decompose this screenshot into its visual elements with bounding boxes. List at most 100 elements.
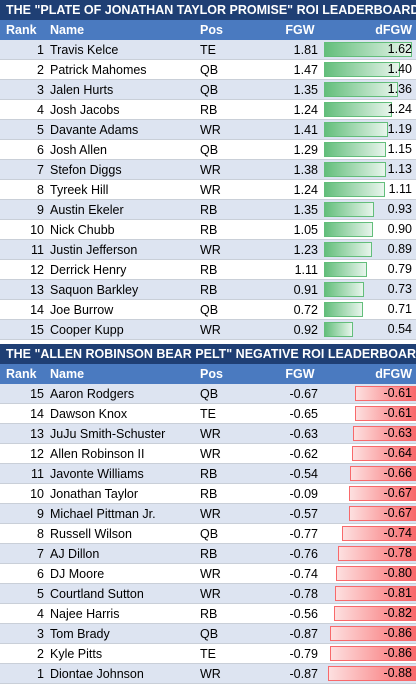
column-header-row: Rank Name Pos FGW dFGW xyxy=(0,364,416,384)
dfgw-cell: 1.15 xyxy=(324,140,416,159)
table-row[interactable]: 14 Dawson Knox TE -0.65 -0.61 xyxy=(0,404,416,424)
data-bar xyxy=(324,282,364,297)
rank-cell: 4 xyxy=(37,102,44,117)
dfgw-cell: 1.36 xyxy=(324,80,416,99)
table-row[interactable]: 3 Tom Brady QB -0.87 -0.86 xyxy=(0,624,416,644)
header-dfgw[interactable]: dFGW xyxy=(375,367,412,381)
position-cell: RB xyxy=(200,606,218,621)
table-row[interactable]: 11 Justin Jefferson WR 1.23 0.89 xyxy=(0,240,416,260)
dfgw-value: 1.15 xyxy=(387,142,412,156)
rank-cell: 12 xyxy=(30,446,44,461)
position-cell: TE xyxy=(200,646,216,661)
table-row[interactable]: 5 Davante Adams WR 1.41 1.19 xyxy=(0,120,416,140)
table-row[interactable]: 2 Patrick Mahomes QB 1.47 1.40 xyxy=(0,60,416,80)
table-row[interactable]: 12 Derrick Henry RB 1.11 0.79 xyxy=(0,260,416,280)
fgw-cell: 0.91 xyxy=(293,282,318,297)
table-row[interactable]: 10 Jonathan Taylor RB -0.09 -0.67 xyxy=(0,484,416,504)
header-name[interactable]: Name xyxy=(50,367,85,381)
player-name-cell: AJ Dillon xyxy=(50,546,100,561)
fgw-cell: -0.54 xyxy=(289,466,319,481)
table-row[interactable]: 5 Courtland Sutton WR -0.78 -0.81 xyxy=(0,584,416,604)
rank-cell: 13 xyxy=(30,426,44,441)
table-row[interactable]: 15 Aaron Rodgers QB -0.67 -0.61 xyxy=(0,384,416,404)
dfgw-value: -0.67 xyxy=(383,506,413,520)
dfgw-value: -0.63 xyxy=(383,426,413,440)
table-row[interactable]: 3 Jalen Hurts QB 1.35 1.36 xyxy=(0,80,416,100)
rank-cell: 2 xyxy=(37,646,44,661)
dfgw-cell: 0.93 xyxy=(324,200,416,219)
data-bar xyxy=(324,202,374,217)
table-row[interactable]: 6 DJ Moore WR -0.74 -0.80 xyxy=(0,564,416,584)
position-cell: QB xyxy=(200,302,219,317)
table-row[interactable]: 7 AJ Dillon RB -0.76 -0.78 xyxy=(0,544,416,564)
fgw-cell: -0.62 xyxy=(289,446,319,461)
dfgw-value: -0.78 xyxy=(383,546,413,560)
dfgw-value: 0.73 xyxy=(387,282,412,296)
header-name[interactable]: Name xyxy=(50,23,85,37)
fgw-cell: -0.74 xyxy=(289,566,319,581)
header-pos[interactable]: Pos xyxy=(200,23,223,37)
fgw-cell: -0.79 xyxy=(289,646,319,661)
position-cell: QB xyxy=(200,386,219,401)
position-cell: TE xyxy=(200,406,216,421)
table-row[interactable]: 12 Allen Robinson II WR -0.62 -0.64 xyxy=(0,444,416,464)
dfgw-value: 0.71 xyxy=(387,302,412,316)
rank-cell: 15 xyxy=(30,386,44,401)
header-fgw[interactable]: FGW xyxy=(285,23,315,37)
player-name-cell: Michael Pittman Jr. xyxy=(50,506,156,521)
player-name-cell: Saquon Barkley xyxy=(50,282,139,297)
table-row[interactable]: 2 Kyle Pitts TE -0.79 -0.86 xyxy=(0,644,416,664)
fgw-cell: 0.72 xyxy=(293,302,318,317)
table-row[interactable]: 9 Austin Ekeler RB 1.35 0.93 xyxy=(0,200,416,220)
dfgw-cell: 0.73 xyxy=(324,280,416,299)
data-bar xyxy=(324,122,388,137)
dfgw-value: 0.54 xyxy=(387,322,412,336)
header-rank[interactable]: Rank xyxy=(6,23,37,37)
table-row[interactable]: 11 Javonte Williams RB -0.54 -0.66 xyxy=(0,464,416,484)
dfgw-cell: -0.82 xyxy=(324,604,416,623)
leaderboard-section: THE "ALLEN ROBINSON BEAR PELT" NEGATIVE … xyxy=(0,344,416,684)
rank-cell: 10 xyxy=(30,222,44,237)
dfgw-cell: 0.71 xyxy=(324,300,416,319)
table-row[interactable]: 9 Michael Pittman Jr. WR -0.57 -0.67 xyxy=(0,504,416,524)
table-row[interactable]: 8 Tyreek Hill WR 1.24 1.11 xyxy=(0,180,416,200)
player-name-cell: DJ Moore xyxy=(50,566,105,581)
fgw-cell: 1.81 xyxy=(293,42,318,57)
position-cell: QB xyxy=(200,626,219,641)
dfgw-value: -0.61 xyxy=(383,386,413,400)
dfgw-value: 0.79 xyxy=(387,262,412,276)
rank-cell: 14 xyxy=(30,406,44,421)
table-row[interactable]: 13 Saquon Barkley RB 0.91 0.73 xyxy=(0,280,416,300)
table-row[interactable]: 4 Josh Jacobs RB 1.24 1.24 xyxy=(0,100,416,120)
table-row[interactable]: 13 JuJu Smith-Schuster WR -0.63 -0.63 xyxy=(0,424,416,444)
fgw-cell: 1.11 xyxy=(294,262,318,277)
position-cell: WR xyxy=(200,322,221,337)
table-row[interactable]: 15 Cooper Kupp WR 0.92 0.54 xyxy=(0,320,416,340)
rank-cell: 15 xyxy=(30,322,44,337)
table-row[interactable]: 10 Nick Chubb RB 1.05 0.90 xyxy=(0,220,416,240)
dfgw-cell: -0.86 xyxy=(324,624,416,643)
table-row[interactable]: 6 Josh Allen QB 1.29 1.15 xyxy=(0,140,416,160)
table-row[interactable]: 8 Russell Wilson QB -0.77 -0.74 xyxy=(0,524,416,544)
header-dfgw[interactable]: dFGW xyxy=(375,23,412,37)
fgw-cell: 1.41 xyxy=(293,122,318,137)
player-name-cell: Jonathan Taylor xyxy=(50,486,139,501)
table-row[interactable]: 1 Travis Kelce TE 1.81 1.62 xyxy=(0,40,416,60)
rank-cell: 13 xyxy=(30,282,44,297)
header-rank[interactable]: Rank xyxy=(6,367,37,381)
data-bar xyxy=(324,82,398,97)
table-row[interactable]: 7 Stefon Diggs WR 1.38 1.13 xyxy=(0,160,416,180)
dfgw-cell: -0.67 xyxy=(324,484,416,503)
dfgw-value: -0.82 xyxy=(383,606,413,620)
table-row[interactable]: 14 Joe Burrow QB 0.72 0.71 xyxy=(0,300,416,320)
header-pos[interactable]: Pos xyxy=(200,367,223,381)
dfgw-cell: -0.74 xyxy=(324,524,416,543)
player-name-cell: Davante Adams xyxy=(50,122,139,137)
fgw-cell: 1.35 xyxy=(293,202,318,217)
dfgw-cell: 1.11 xyxy=(324,180,416,199)
header-fgw[interactable]: FGW xyxy=(285,367,315,381)
table-row[interactable]: 1 Diontae Johnson WR -0.87 -0.88 xyxy=(0,664,416,684)
dfgw-value: -0.81 xyxy=(383,586,413,600)
table-row[interactable]: 4 Najee Harris RB -0.56 -0.82 xyxy=(0,604,416,624)
